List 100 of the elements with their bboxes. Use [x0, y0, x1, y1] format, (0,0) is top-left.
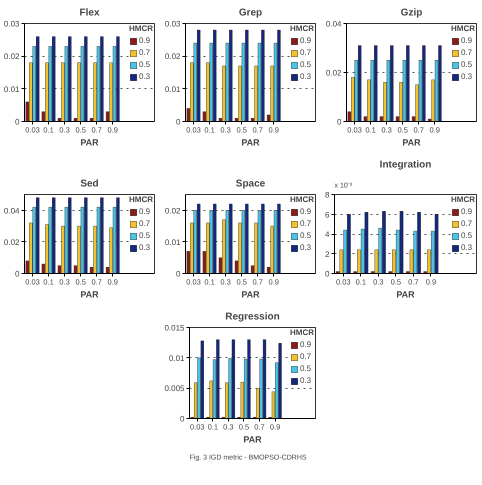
- bar: [36, 197, 40, 274]
- y-tick-label: 0.02: [4, 238, 20, 247]
- legend-title: HMCR: [451, 195, 475, 204]
- y-tick-label: 0: [15, 270, 20, 278]
- bar: [417, 212, 421, 274]
- legend-label: 0.5: [461, 60, 473, 69]
- x-axis-title: PAR: [396, 290, 416, 300]
- bar: [382, 211, 386, 274]
- legend-title: HMCR: [290, 195, 314, 204]
- bar: [358, 45, 362, 122]
- chart-title: Space: [236, 178, 266, 190]
- bar: [84, 36, 88, 122]
- legend-label: 0.7: [461, 48, 473, 57]
- legend-label: 0.9: [300, 340, 312, 349]
- bar: [52, 36, 56, 122]
- bar: [68, 36, 72, 122]
- legend-label: 0.5: [300, 364, 312, 373]
- x-axis-title: PAR: [241, 290, 260, 300]
- y-tick-label: 0: [180, 414, 186, 424]
- legend-label: 0.9: [461, 207, 473, 216]
- legend-label: 0.7: [300, 219, 312, 228]
- legend-label: 0.5: [300, 231, 312, 240]
- x-axis-title: PAR: [80, 138, 100, 148]
- bar: [116, 197, 120, 274]
- bar: [68, 197, 72, 274]
- chart-title: Gzip: [400, 8, 422, 18]
- y-tick-label: 0.01: [164, 238, 182, 247]
- y-tick-label: 0.01: [4, 84, 20, 94]
- y-tick-label: 0.03: [164, 20, 182, 28]
- bar: [406, 45, 410, 122]
- x-axis-title: PAR: [241, 138, 260, 148]
- x-axis-title: PAR: [80, 290, 100, 300]
- legend-label: 0.3: [300, 243, 312, 252]
- bar: [434, 214, 438, 274]
- legend-label: 0.5: [139, 231, 151, 240]
- legend-label: 0.9: [139, 36, 151, 45]
- bar: [245, 30, 249, 122]
- y-tick-label: 0: [325, 270, 330, 278]
- legend-label: 0.3: [300, 376, 312, 385]
- bar: [84, 197, 88, 274]
- y-tick-label: 0.015: [164, 324, 186, 332]
- legend-label: 0.3: [300, 72, 312, 81]
- legend-title: HMCR: [129, 24, 153, 33]
- legend-label: 0.7: [139, 219, 151, 228]
- y-tick-label: 0.02: [326, 68, 342, 78]
- legend-label: 0.9: [139, 207, 151, 216]
- legend-label: 0.9: [300, 207, 312, 216]
- bar: [245, 204, 249, 274]
- y-tick-label: 6: [325, 210, 330, 220]
- bar: [229, 204, 232, 274]
- bar: [232, 339, 236, 418]
- legend-label: 0.5: [461, 231, 473, 240]
- y-tick-label: 0.02: [164, 52, 182, 62]
- legend-label: 0.9: [461, 36, 473, 45]
- bar: [278, 343, 282, 418]
- bar: [52, 197, 56, 274]
- bar: [374, 45, 378, 122]
- y-tick-label: 0.02: [4, 52, 20, 62]
- bar: [390, 45, 394, 122]
- y-tick-label: 2: [325, 250, 330, 259]
- bar: [347, 214, 351, 274]
- bar: [261, 204, 265, 274]
- chart-title: Regression: [225, 312, 280, 322]
- chart-title: Integration: [380, 160, 432, 170]
- legend-label: 0.7: [461, 219, 473, 228]
- x-axis-title: PAR: [402, 138, 422, 148]
- bar: [422, 45, 426, 122]
- legend-title: HMCR: [290, 328, 314, 337]
- legend-label: 0.7: [300, 352, 312, 361]
- y-tick-label: 0: [176, 118, 182, 126]
- legend-label: 0.7: [300, 48, 312, 57]
- y-tick-label: 0.01: [164, 84, 182, 94]
- legend-label: 0.3: [461, 243, 473, 252]
- bar: [116, 36, 120, 122]
- y-tick-label: 0.04: [326, 20, 342, 28]
- legend-label: 0.5: [300, 60, 312, 69]
- legend-title: HMCR: [129, 195, 153, 204]
- bar: [262, 339, 266, 418]
- legend-title: HMCR: [290, 24, 314, 33]
- bar: [216, 339, 220, 418]
- bar: [364, 212, 368, 274]
- bar: [197, 204, 200, 274]
- chart-title: Flex: [79, 8, 100, 18]
- legend-label: 0.3: [139, 243, 151, 252]
- x-axis-title: PAR: [243, 434, 262, 444]
- y-tick-label: 0.03: [4, 20, 20, 28]
- bar: [400, 211, 404, 274]
- bar: [213, 204, 216, 274]
- y-tick-label: 0.02: [164, 206, 182, 216]
- legend-label: 0.3: [139, 72, 151, 81]
- y-tick-label: 0: [176, 270, 182, 278]
- bar: [200, 340, 204, 418]
- bar: [247, 339, 251, 418]
- bar: [277, 204, 281, 274]
- y-tick-label: 0.04: [4, 206, 20, 216]
- bar: [100, 197, 104, 274]
- legend-label: 0.5: [139, 60, 151, 69]
- legend-label: 0.3: [461, 72, 473, 81]
- legend-label: 0.9: [300, 36, 312, 45]
- bar: [438, 45, 442, 122]
